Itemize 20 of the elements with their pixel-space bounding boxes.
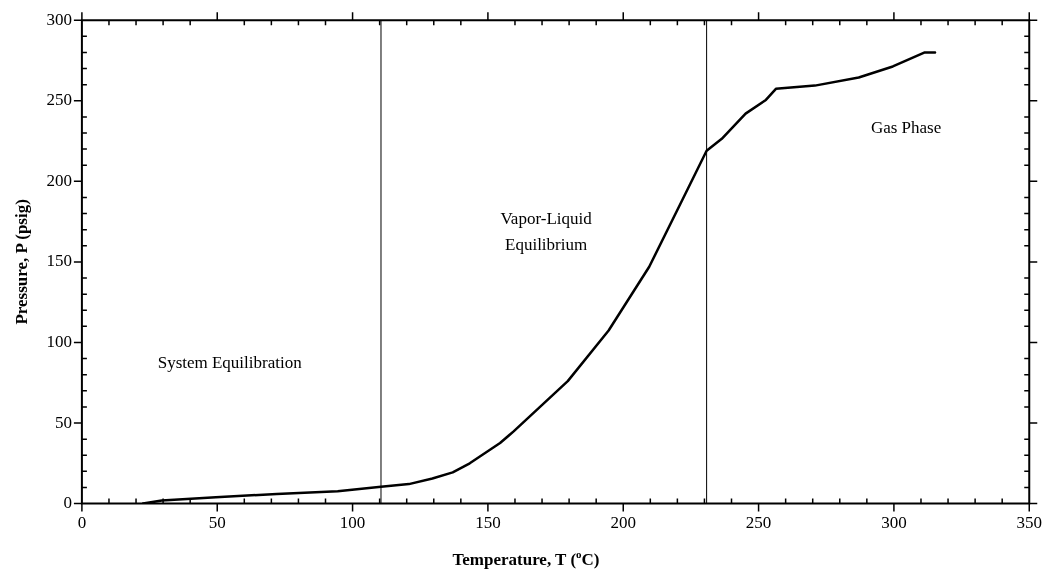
x-tick-label: 350 (1016, 513, 1042, 533)
x-tick-label: 300 (881, 513, 907, 533)
annotation: Gas Phase (870, 118, 942, 138)
x-tick-label: 100 (339, 513, 366, 533)
y-tick-label: 200 (46, 170, 72, 190)
y-tick-label: 100 (46, 331, 72, 351)
annotation: Vapor-Liquid Equilibrium (500, 209, 593, 255)
y-tick-label: 150 (46, 251, 72, 271)
annotation: System Equilibration (157, 352, 303, 372)
y-tick-label: 0 (63, 493, 72, 513)
x-tick-label: 250 (745, 513, 772, 533)
y-tick-label: 300 (46, 9, 72, 29)
x-tick-label: 200 (610, 513, 636, 533)
y-tick-label: 50 (54, 412, 72, 432)
y-axis-title: Pressure, P (psig) (11, 199, 31, 325)
x-tick-label: 50 (208, 513, 226, 533)
y-tick-label: 250 (46, 90, 72, 110)
x-tick-label: 0 (77, 513, 87, 533)
x-axis-title: Temperature, T ($^{o}$C) (451, 548, 601, 570)
x-tick-label: 150 (475, 513, 501, 533)
